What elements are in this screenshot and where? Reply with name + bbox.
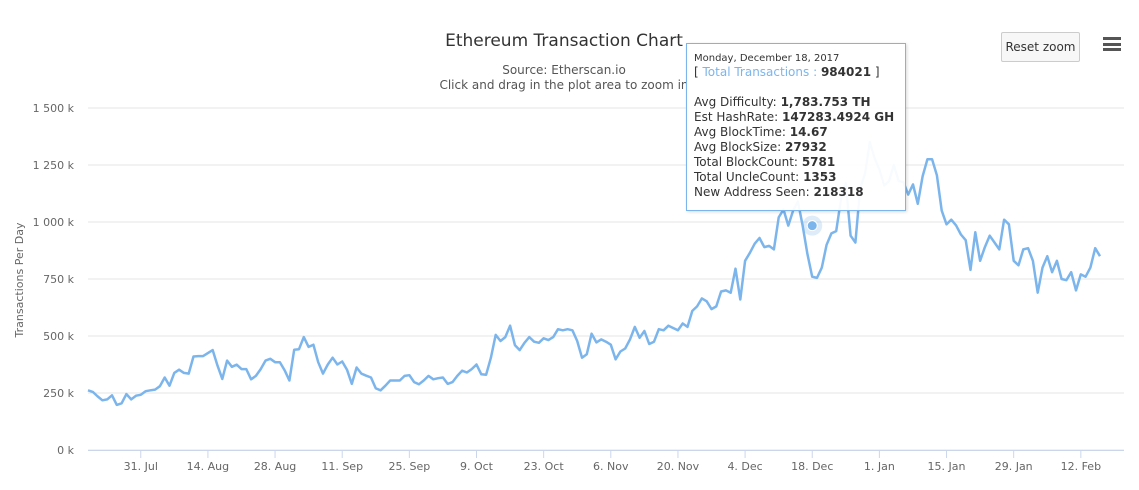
tooltip-row-total-blockcount: Total BlockCount: 5781 (694, 155, 836, 169)
x-tick-label: 14. Aug (187, 460, 229, 473)
x-tick-label: 20. Nov (657, 460, 700, 473)
y-tick-label: 500 k (43, 330, 74, 343)
x-tick-label: 9. Oct (460, 460, 494, 473)
y-tick-label: 750 k (43, 273, 74, 286)
y-axis-ticks: 0 k 250 k 500 k 750 k 1 000 k 1 250 k 1 500 k (33, 102, 75, 457)
x-tick-label: 29. Jan (995, 460, 1033, 473)
tooltip-row-est-hashrate: Est HashRate: 147283.4924 GH (694, 110, 895, 124)
tooltip-row-total-unclecount: Total UncleCount: 1353 (694, 170, 837, 184)
highlighted-data-point[interactable] (806, 220, 818, 232)
x-tick-label: 23. Oct (524, 460, 565, 473)
x-tick-label: 1. Jan (864, 460, 895, 473)
tooltip-date: Monday, December 18, 2017 (694, 53, 840, 64)
reset-zoom-button[interactable]: Reset zoom (1001, 32, 1080, 62)
x-tick-label: 15. Jan (928, 460, 966, 473)
chart-subtitle-hint: Click and drag in the plot area to zoom … (439, 78, 688, 92)
hamburger-menu-icon[interactable] (1103, 37, 1121, 51)
x-tick-label: 4. Dec (727, 460, 762, 473)
tooltip-row-avg-blocksize: Avg BlockSize: 27932 (694, 140, 827, 154)
data-point-tooltip: Monday, December 18, 2017 [ Total Transa… (686, 43, 906, 211)
tooltip-row-avg-difficulty: Avg Difficulty: 1,783.753 TH (694, 95, 871, 109)
chart-title: Ethereum Transaction Chart (445, 31, 683, 51)
y-tick-label: 1 250 k (33, 159, 75, 172)
x-tick-label: 18. Dec (791, 460, 833, 473)
x-tick-label: 6. Nov (593, 460, 629, 473)
tooltip-row-new-address: New Address Seen: 218318 (694, 185, 864, 199)
y-axis-title: Transactions Per Day (13, 222, 26, 338)
tooltip-series-value: 984021 (820, 65, 872, 79)
series-line-total-transactions[interactable] (87, 140, 1102, 407)
y-tick-label: 250 k (43, 387, 74, 400)
x-tick-label: 31. Jul (124, 460, 158, 473)
x-tick-label: 11. Sep (321, 460, 363, 473)
chart-subtitle-source: Source: Etherscan.io (502, 63, 626, 77)
grid-lines (88, 107, 1124, 451)
y-tick-label: 0 k (57, 444, 74, 457)
tooltip-row-avg-blocktime: Avg BlockTime: 14.67 (694, 125, 828, 139)
x-tick-label: 25. Sep (388, 460, 430, 473)
y-tick-label: 1 500 k (33, 102, 75, 115)
tooltip-series-row: [ Total Transactions : 984021 ] (694, 65, 880, 79)
x-axis-ticks: 31. Jul 14. Aug 28. Aug 11. Sep 25. Sep 9. Oc… (124, 450, 1101, 473)
series-layer[interactable] (87, 140, 1102, 407)
tooltip-series-name: Total Transactions (702, 65, 810, 79)
x-tick-label: 28. Aug (254, 460, 296, 473)
y-tick-label: 1 000 k (33, 216, 75, 229)
x-tick-label: 12. Feb (1061, 460, 1101, 473)
